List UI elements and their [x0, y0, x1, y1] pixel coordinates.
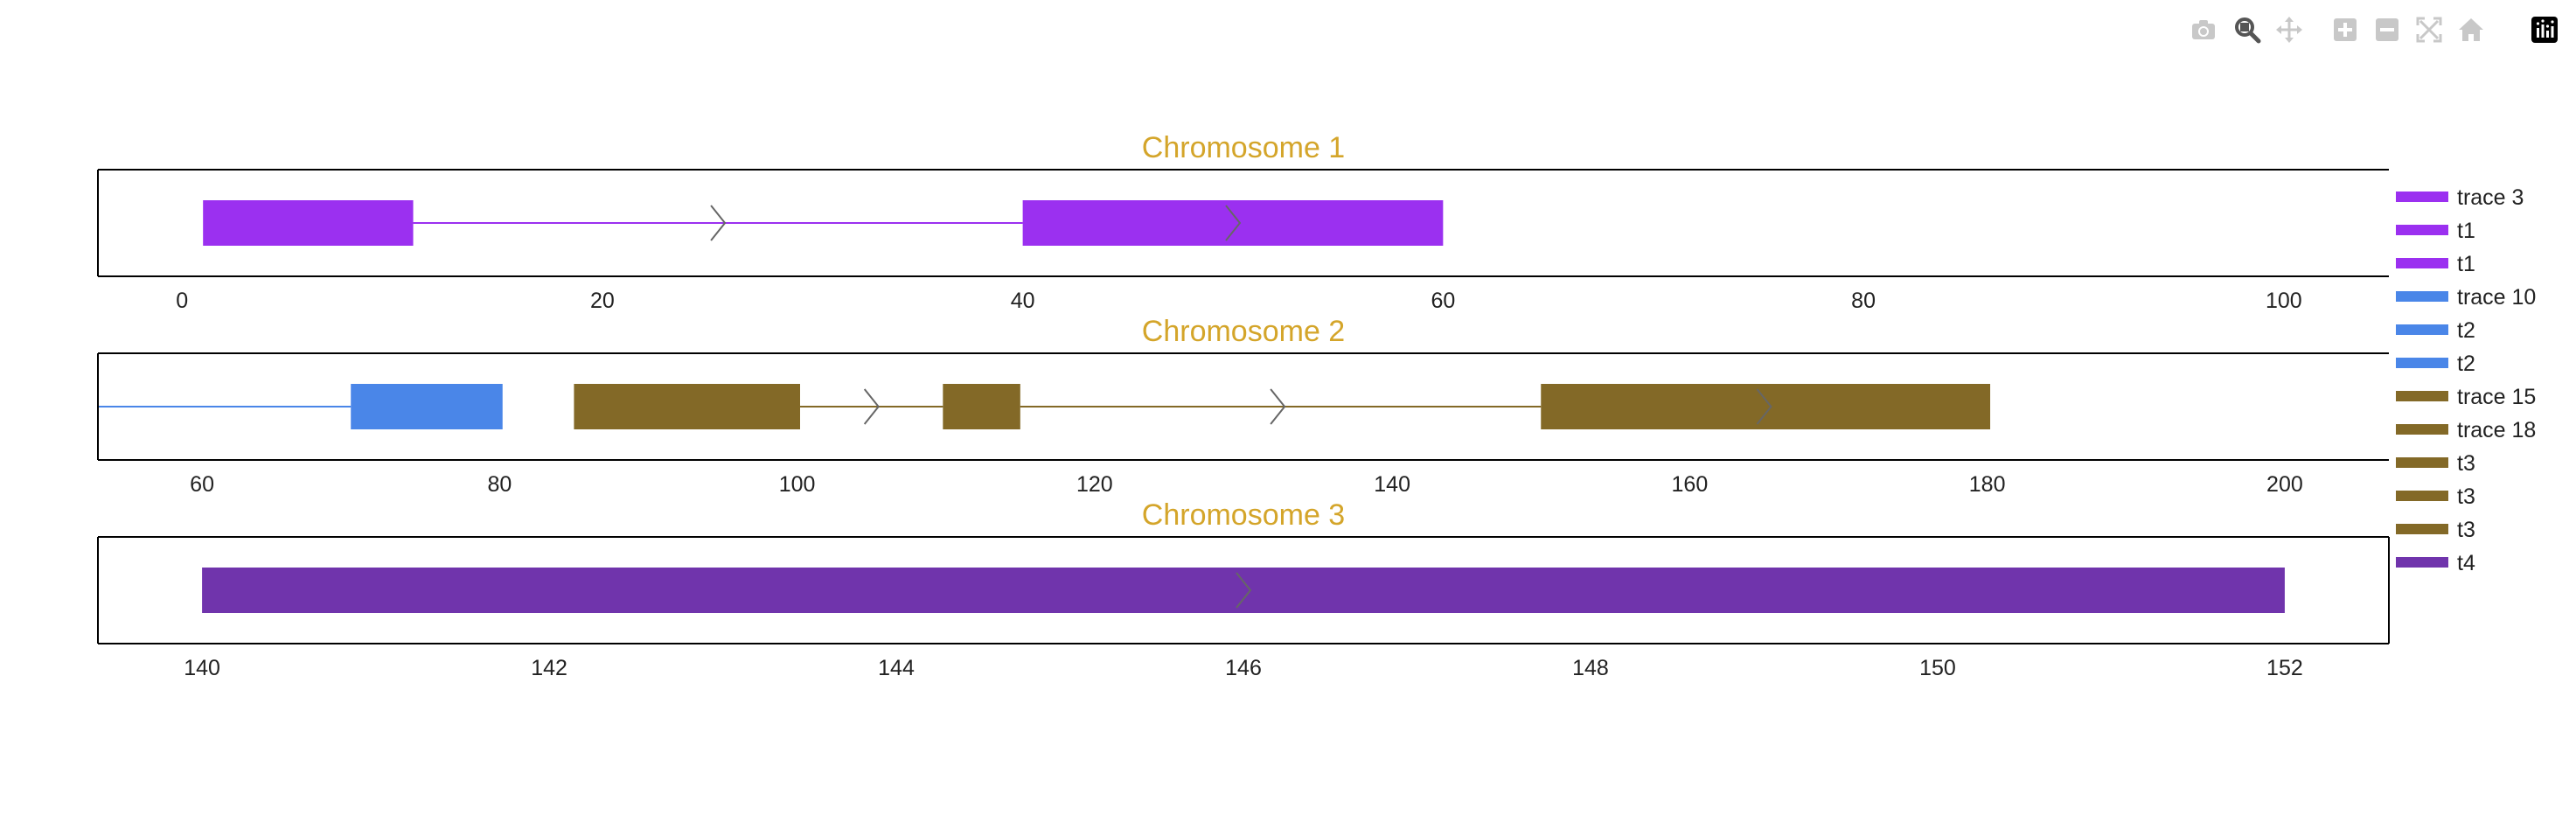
legend-item: t2 — [2396, 318, 2475, 343]
zoom-in-icon[interactable] — [2328, 12, 2363, 47]
zoom-out-icon[interactable] — [2370, 12, 2405, 47]
legend-swatch — [2396, 524, 2448, 534]
legend-swatch — [2396, 258, 2448, 268]
x-tick-label: 140 — [184, 656, 220, 680]
legend-item: t4 — [2396, 551, 2475, 575]
exon-bar — [574, 384, 801, 429]
legend-label: trace 15 — [2457, 385, 2536, 409]
legend-item: t1 — [2396, 219, 2475, 243]
legend-item: t3 — [2396, 484, 2475, 509]
legend-item: t1 — [2396, 252, 2475, 276]
legend-label: t2 — [2457, 352, 2475, 376]
panel-features — [98, 384, 1991, 429]
x-tick-label: 148 — [1572, 656, 1609, 680]
legend-label: t4 — [2457, 551, 2475, 575]
legend-label: t3 — [2457, 518, 2475, 542]
panel-title: Chromosome 2 — [1142, 315, 1345, 348]
legend-label: t1 — [2457, 252, 2475, 276]
exon-bar — [202, 568, 2285, 613]
reset-axes-icon[interactable] — [2454, 12, 2489, 47]
pan-icon[interactable] — [2272, 12, 2307, 47]
panel-features — [202, 568, 2285, 613]
panel-title: Chromosome 3 — [1142, 498, 1345, 532]
legend-swatch — [2396, 358, 2448, 368]
panel-title: Chromosome 1 — [1142, 131, 1345, 164]
x-tick-label: 100 — [2266, 289, 2302, 313]
legend-item: t2 — [2396, 352, 2475, 376]
exon-bar — [1541, 384, 1991, 429]
legend-item: trace 3 — [2396, 185, 2524, 210]
strand-arrow — [1236, 572, 1252, 609]
x-tick-label: 160 — [1672, 472, 1709, 497]
x-tick-label: 144 — [878, 656, 915, 680]
legend-label: trace 10 — [2457, 285, 2536, 310]
plotly-logo-icon[interactable] — [2527, 12, 2562, 47]
x-tick-label: 200 — [2266, 472, 2303, 497]
legend-label: trace 3 — [2457, 185, 2524, 210]
strand-arrow — [710, 205, 727, 241]
legend-swatch — [2396, 324, 2448, 335]
legend-label: t3 — [2457, 451, 2475, 476]
panel-features — [203, 200, 1444, 246]
x-tick-label: 100 — [779, 472, 816, 497]
legend-swatch — [2396, 457, 2448, 468]
x-tick-label: 0 — [176, 289, 188, 313]
strand-arrow — [863, 388, 880, 425]
strand-arrow — [1756, 388, 1772, 425]
legend-item: t3 — [2396, 518, 2475, 542]
legend-label: trace 18 — [2457, 418, 2536, 442]
x-tick-label: 60 — [1431, 289, 1455, 313]
legend-swatch — [2396, 192, 2448, 202]
x-tick-label: 146 — [1225, 656, 1262, 680]
legend-swatch — [2396, 291, 2448, 302]
exon-bar — [1022, 200, 1444, 246]
chromosome-panel-2: Chromosome 2 60 80 100 120 140 160 180 200 — [97, 315, 2389, 497]
legend-item: trace 15 — [2396, 385, 2536, 409]
exon-bar — [943, 384, 1020, 429]
legend-item: trace 18 — [2396, 418, 2536, 442]
legend-label: t1 — [2457, 219, 2475, 243]
modebar — [2186, 12, 2571, 47]
legend-label: t3 — [2457, 484, 2475, 509]
legend-swatch — [2396, 491, 2448, 501]
x-tick-label: 60 — [190, 472, 214, 497]
exon-bar — [351, 384, 503, 429]
chromosome-panel-3: Chromosome 3 140 142 144 146 148 150 152 — [97, 498, 2390, 680]
legend-label: t2 — [2457, 318, 2475, 343]
x-tick-label: 120 — [1076, 472, 1113, 497]
chromosome-panel-1: Chromosome 1 0 20 40 60 80 100 — [97, 131, 2389, 313]
legend-swatch — [2396, 557, 2448, 568]
x-tick-label: 140 — [1374, 472, 1410, 497]
legend-swatch — [2396, 225, 2448, 235]
autoscale-icon[interactable] — [2412, 12, 2447, 47]
exon-bar — [203, 200, 414, 246]
x-tick-label: 20 — [590, 289, 615, 313]
x-tick-label: 152 — [2266, 656, 2303, 680]
zoom-icon[interactable] — [2230, 12, 2265, 47]
camera-icon[interactable] — [2186, 12, 2221, 47]
x-tick-label: 80 — [487, 472, 512, 497]
legend: trace 3 t1 t1 trace 10 t2 t2 trace 15 trace 18 t… — [2396, 185, 2536, 575]
legend-swatch — [2396, 424, 2448, 435]
x-tick-label: 40 — [1011, 289, 1035, 313]
legend-item: trace 10 — [2396, 285, 2536, 310]
x-tick-label: 150 — [1919, 656, 1956, 680]
legend-swatch — [2396, 391, 2448, 401]
x-tick-label: 142 — [531, 656, 567, 680]
strand-arrow — [1270, 388, 1286, 425]
x-tick-label: 80 — [1851, 289, 1876, 313]
strand-arrow — [1225, 205, 1242, 241]
x-tick-label: 180 — [1969, 472, 2006, 497]
legend-item: t3 — [2396, 451, 2475, 476]
